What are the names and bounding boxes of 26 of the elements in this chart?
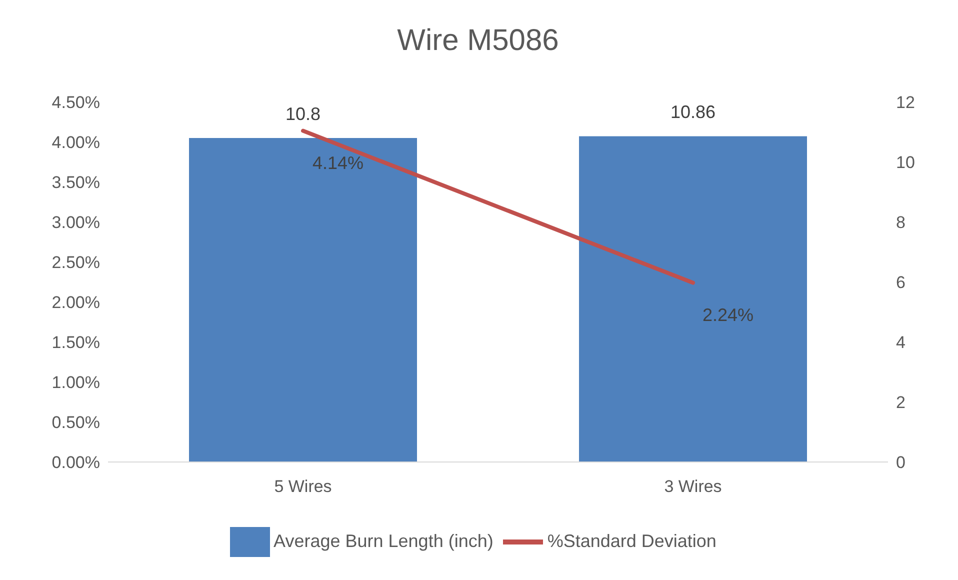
y2-tick-label: 8 xyxy=(896,213,906,232)
y2-tick-label: 0 xyxy=(896,453,906,472)
y-tick-label: 4.00% xyxy=(52,133,100,152)
y-tick-label: 2.50% xyxy=(52,253,100,272)
x-tick-label: 5 Wires xyxy=(274,477,332,496)
y-tick-label: 3.00% xyxy=(52,213,100,232)
data-label: 2.24% xyxy=(702,304,754,325)
data-label: 10.8 xyxy=(285,104,321,124)
y-tick-label: 1.50% xyxy=(52,333,100,352)
y2-tick-label: 2 xyxy=(896,393,906,412)
y-tick-label: 4.50% xyxy=(52,93,100,112)
legend-label: %Standard Deviation xyxy=(547,530,716,551)
y-tick-label: 3.50% xyxy=(52,173,100,192)
y-tick-label: 0.50% xyxy=(52,413,100,432)
y2-tick-label: 4 xyxy=(896,333,906,352)
y-tick-label: 2.00% xyxy=(52,293,100,312)
y2-tick-label: 6 xyxy=(896,273,906,292)
y-tick-label: 0.00% xyxy=(52,453,100,472)
y-tick-label: 1.00% xyxy=(52,373,100,392)
data-label: 4.14% xyxy=(312,152,364,173)
x-tick-label: 3 Wires xyxy=(664,477,722,496)
chart-title: Wire M5086 xyxy=(396,23,560,59)
legend-label: Average Burn Length (inch) xyxy=(274,530,494,551)
data-label: 10.86 xyxy=(670,102,716,122)
y2-tick-label: 12 xyxy=(896,93,915,112)
y2-tick-label: 10 xyxy=(896,153,915,172)
